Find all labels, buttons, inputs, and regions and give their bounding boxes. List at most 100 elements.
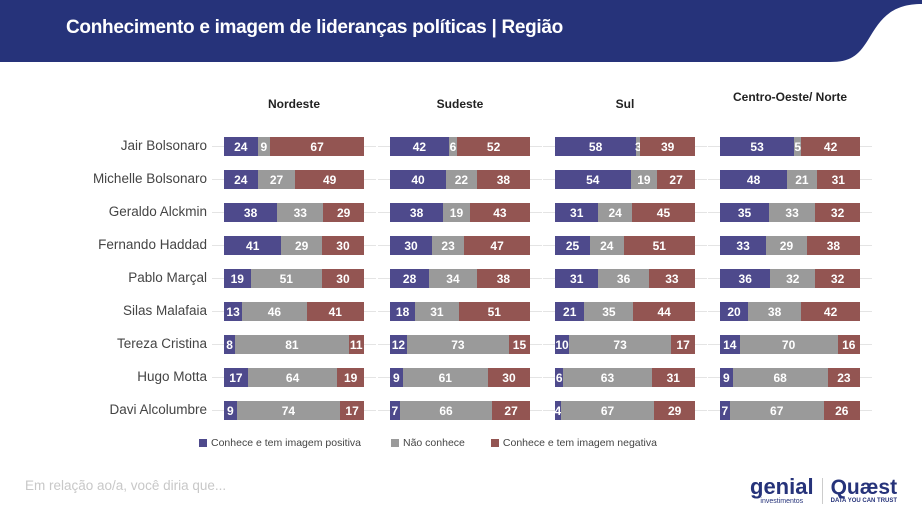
segment-positive: 19 (224, 269, 251, 288)
segment-positive: 20 (720, 302, 748, 321)
stacked-bar: 13 46 41 (224, 302, 364, 321)
genial-logo-text: genial (750, 474, 814, 499)
legend-label: Conhece e tem imagem positiva (211, 437, 361, 449)
stacked-bar: 9 61 30 (390, 368, 530, 387)
stacked-bar: 54 19 27 (555, 170, 695, 189)
logos: genial investimentos Quæst DATA YOU CAN … (750, 474, 898, 506)
segment-negative: 49 (295, 170, 364, 189)
segment-unknown: 23 (432, 236, 465, 255)
segment-negative: 47 (464, 236, 530, 255)
stacked-bar: 7 66 27 (390, 401, 530, 420)
segment-unknown: 35 (584, 302, 634, 321)
region-header: Centro-Oeste/ Norte (732, 90, 848, 104)
segment-negative: 30 (321, 269, 364, 288)
segment-negative: 31 (816, 170, 860, 189)
segment-negative: 44 (633, 302, 695, 321)
stacked-bar: 33 29 38 (720, 236, 860, 255)
segment-unknown: 33 (277, 203, 324, 222)
segment-positive: 18 (390, 302, 416, 321)
legend-item-unknown: Não conhece (391, 437, 465, 449)
segment-unknown: 67 (560, 401, 655, 420)
row-label: Michelle Bolsonaro (92, 171, 207, 186)
segment-unknown: 5 (794, 137, 802, 156)
segment-positive: 7 (720, 401, 730, 420)
stacked-bar: 42 6 52 (390, 137, 530, 156)
legend-swatch (490, 439, 499, 447)
segment-positive: 35 (720, 203, 769, 222)
stacked-bar: 24 27 49 (224, 170, 364, 189)
stacked-bar: 30 23 47 (390, 236, 530, 255)
segment-positive: 42 (390, 137, 449, 156)
segment-unknown: 19 (630, 170, 658, 189)
segment-positive: 36 (720, 269, 771, 288)
segment-positive: 4 (554, 401, 561, 420)
segment-positive: 41 (224, 236, 282, 255)
stacked-bar: 24 9 67 (224, 137, 364, 156)
segment-unknown: 70 (739, 335, 838, 354)
segment-negative: 32 (815, 203, 860, 222)
segment-positive: 9 (224, 401, 237, 420)
segment-unknown: 73 (406, 335, 509, 354)
row-label: Pablo Marçal (128, 270, 207, 285)
segment-unknown: 66 (399, 401, 493, 420)
row-label: Davi Alcolumbre (109, 402, 207, 417)
quaest-logo-sub: DATA YOU CAN TRUST (830, 498, 898, 504)
segment-unknown: 24 (598, 203, 632, 222)
segment-positive: 10 (555, 335, 569, 354)
segment-positive: 28 (390, 269, 430, 288)
segment-negative: 67 (270, 137, 364, 156)
row-label: Tereza Cristina (116, 336, 207, 351)
segment-unknown: 9 (257, 137, 271, 156)
segment-negative: 11 (348, 335, 364, 354)
legend-item-negative: Conhece e tem imagem negativa (490, 437, 657, 449)
segment-unknown: 38 (748, 302, 802, 321)
stacked-bar: 31 24 45 (555, 203, 695, 222)
segment-unknown: 67 (729, 401, 824, 420)
stacked-bar: 40 22 38 (390, 170, 530, 189)
segment-negative: 43 (469, 203, 530, 222)
segment-unknown: 19 (443, 203, 470, 222)
segment-negative: 32 (815, 269, 860, 288)
segment-unknown: 29 (766, 236, 807, 255)
segment-negative: 52 (457, 137, 530, 156)
segment-unknown: 27 (257, 170, 296, 189)
region-header: Sul (615, 97, 635, 111)
segment-negative: 17 (671, 335, 695, 354)
segment-negative: 38 (806, 236, 860, 255)
region-header: Nordeste (267, 97, 320, 111)
stacked-bar: 31 36 33 (555, 269, 695, 288)
genial-logo: genial investimentos (750, 474, 814, 506)
header-banner (0, 0, 922, 62)
segment-negative: 30 (487, 368, 530, 387)
segment-negative: 27 (492, 401, 530, 420)
segment-negative: 27 (657, 170, 695, 189)
stacked-bar: 58 3 39 (555, 137, 695, 156)
segment-negative: 19 (337, 368, 364, 387)
stacked-bar: 41 29 30 (224, 236, 364, 255)
quaest-logo-text: Quæst (830, 476, 898, 499)
segment-positive: 58 (555, 137, 637, 156)
segment-unknown: 3 (635, 137, 642, 156)
segment-positive: 6 (555, 368, 564, 387)
segment-positive: 17 (224, 368, 248, 387)
segment-unknown: 51 (250, 269, 322, 288)
stacked-bar: 36 32 32 (720, 269, 860, 288)
legend-swatch (199, 439, 207, 447)
stacked-bar: 7 67 26 (720, 401, 860, 420)
segment-positive: 7 (390, 401, 400, 420)
stacked-bar: 12 73 15 (390, 335, 530, 354)
segment-positive: 53 (720, 137, 795, 156)
segment-positive: 13 (224, 302, 243, 321)
segment-negative: 42 (801, 302, 860, 321)
stacked-bar: 20 38 42 (720, 302, 860, 321)
stacked-bar: 35 33 32 (720, 203, 860, 222)
segment-unknown: 22 (446, 170, 477, 189)
genial-logo-sub: investimentos (760, 498, 804, 505)
stacked-bar: 10 73 17 (555, 335, 695, 354)
row-label: Fernando Haddad (98, 237, 207, 252)
segment-unknown: 81 (235, 335, 349, 354)
segment-positive: 24 (224, 170, 258, 189)
stacked-bar: 38 19 43 (390, 203, 530, 222)
segment-negative: 23 (827, 368, 860, 387)
stacked-bar: 38 33 29 (224, 203, 364, 222)
